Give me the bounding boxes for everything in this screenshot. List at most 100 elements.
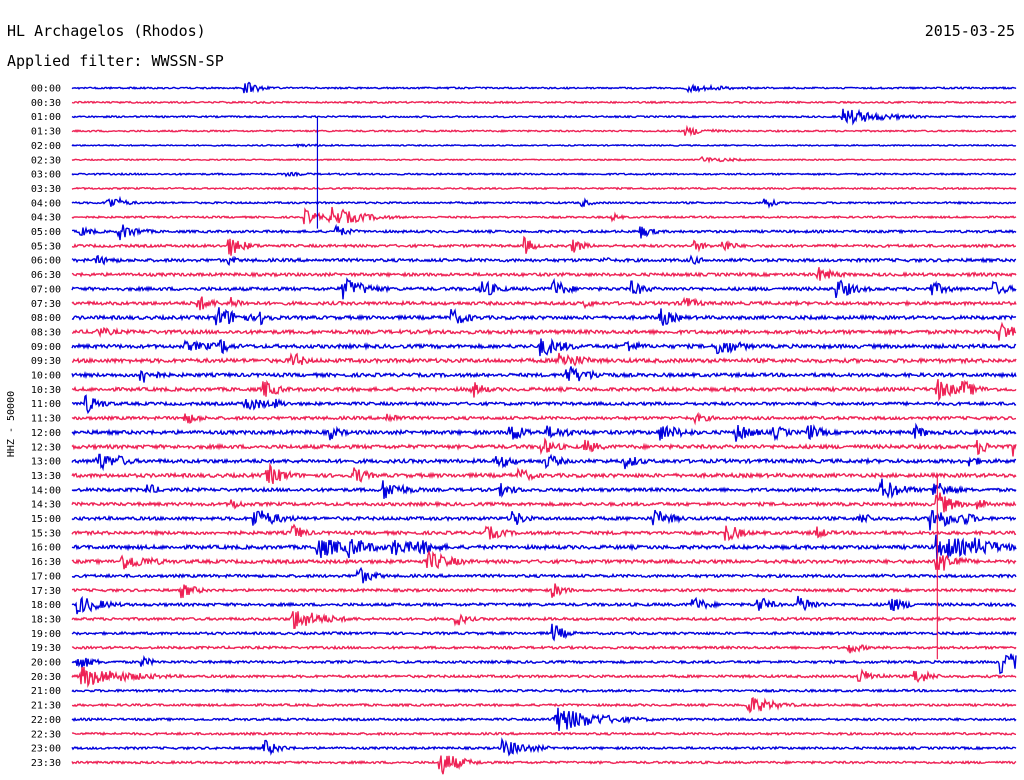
row-time-label: 04:30 [31,213,61,224]
station-title: HL Archagelos (Rhodos) [7,22,206,40]
row-time-label: 11:00 [31,399,61,410]
trace-row [71,206,1017,225]
trace-row [71,337,1017,357]
row-time-label: 19:30 [31,643,61,654]
row-time-label: 02:00 [31,141,61,152]
trace-row [71,566,1017,584]
trace-row [71,623,1017,642]
row-time-label: 18:30 [31,614,61,625]
trace-row [71,296,1017,311]
trace-row [71,143,1017,149]
row-time-label: 17:30 [31,586,61,597]
row-time-label: 06:00 [31,256,61,267]
trace-row [71,688,1017,694]
trace-row [71,611,1016,629]
trace-row [71,171,1017,178]
row-time-label: 14:30 [31,500,61,511]
row-time-label: 15:00 [31,514,61,525]
row-time-label: 08:30 [31,327,61,338]
row-time-label: 13:30 [31,471,61,482]
row-time-label: 12:00 [31,428,61,439]
row-time-label: 07:00 [31,284,61,295]
row-time-label: 01:00 [31,112,61,123]
trace-row [71,186,1017,191]
trace-row [71,195,1016,209]
row-time-label: 14:00 [31,485,61,496]
row-time-label: 04:00 [31,198,61,209]
row-time-label: 12:30 [31,442,61,453]
trace-row [71,523,1017,542]
row-time-label: 21:30 [31,701,61,712]
row-time-label: 20:30 [31,672,61,683]
row-time-label: 13:00 [31,457,61,468]
row-time-label: 03:30 [31,184,61,195]
trace-row [71,697,1017,714]
trace-row [71,155,1017,164]
trace-row [71,549,1017,571]
row-time-label: 06:30 [31,270,61,281]
row-time-label: 09:00 [31,342,61,353]
row-time-label: 20:00 [31,658,61,669]
row-time-label: 10:30 [31,385,61,396]
trace-row [71,411,1017,426]
trace-row [71,707,1017,732]
trace-row [71,394,1017,415]
row-time-label: 00:30 [31,98,61,109]
trace-row [71,267,1017,281]
trace-row [71,437,1017,457]
row-time-label: 22:30 [31,729,61,740]
trace-row [71,352,1017,367]
trace-row [71,366,1017,383]
date-label: 2015-03-25 [925,22,1015,40]
row-time-label: 11:30 [31,414,61,425]
trace-row [71,666,1017,688]
row-time-label: 16:30 [31,557,61,568]
trace-row [71,321,1017,341]
spike-artifacts [316,116,938,660]
filter-label: Applied filter: WWSSN-SP [7,52,224,70]
trace-row [71,653,1017,675]
trace-row [71,737,1017,757]
row-time-label: 02:30 [31,155,61,166]
row-time-label: 05:00 [31,227,61,238]
row-time-label: 10:00 [31,371,61,382]
trace-row [71,254,1017,267]
trace-row [71,583,1017,599]
row-time-labels: 00:00 00:30 01:00 01:30 02:00 02:30 03:00 03:30… [31,84,61,769]
trace-row [72,223,1017,241]
row-time-label: 22:00 [31,715,61,726]
row-time-label: 09:30 [31,356,61,367]
trace-row [71,731,1016,737]
channel-axis-label: HHZ - 50000 [6,391,17,457]
trace-row [71,124,1017,137]
trace-row [71,108,1017,126]
trace-row [71,235,1016,256]
trace-row [71,100,1017,105]
trace-row [71,595,1017,615]
trace-row [71,462,1017,485]
row-time-label: 21:00 [31,686,61,697]
trace-row [71,379,1017,402]
row-time-label: 18:00 [31,600,61,611]
trace-row [71,307,1017,326]
row-time-label: 23:00 [31,744,61,755]
row-time-label: 08:00 [31,313,61,324]
trace-row [71,478,1017,499]
row-time-label: 17:00 [31,571,61,582]
trace-row [71,422,1017,442]
seismogram-traces [71,81,1017,775]
trace-row [71,509,1016,531]
trace-row [71,644,1017,654]
row-time-label: 00:00 [31,84,61,95]
trace-row [71,81,1017,94]
row-time-label: 01:30 [31,127,61,138]
trace-row [71,534,1017,562]
row-time-label: 23:30 [31,758,61,769]
trace-row [71,755,1017,775]
row-time-label: 16:00 [31,543,61,554]
row-time-label: 05:30 [31,241,61,252]
trace-row [71,492,1017,513]
trace-row [71,277,1017,300]
row-time-label: 07:30 [31,299,61,310]
